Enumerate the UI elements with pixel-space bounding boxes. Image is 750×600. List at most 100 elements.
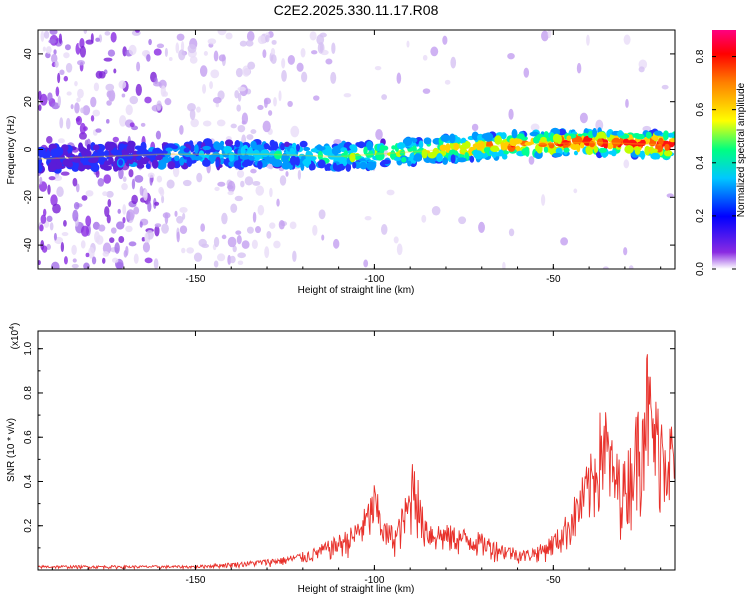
spectrogram-ridge-cell [38,149,47,158]
spectrogram-noise-cell [50,194,58,206]
spectrogram-ridge-cell [622,138,630,146]
spectrogram-noise-cell [72,177,78,187]
spectrogram-noise-cell [46,243,51,250]
spectrogram-noise-cell [257,204,265,216]
spectrogram-noise-cell [107,49,116,57]
spectrogram-noise-cell [139,221,143,228]
spectrogram-noise-cell [117,208,121,214]
spectrogram-ridge-cell [106,141,115,151]
spectrogram-noise-cell [281,69,287,82]
spectrogram-noise-cell [79,132,87,140]
spectrogram-noise-cell [292,250,297,262]
spectrogram-noise-cell [146,54,151,62]
spectrogram-ridge-cell [566,135,572,141]
spectrogram-noise-cell [265,34,270,43]
spectrogram-ridge-cell [38,157,43,165]
spectrogram-ridge-cell [365,140,374,151]
spectrogram-ridge-cell [450,154,456,164]
spectrogram-ridge-cell [498,149,504,157]
spectrogram-noise-cell [106,119,110,124]
spectrogram-noise-cell [319,42,324,54]
snr-line [38,354,675,570]
spectrogram-noise-cell [628,265,634,269]
spectrogram-noise-cell [63,220,67,227]
spectrogram-ridge-cell [183,152,193,157]
spectrogram-ridge-cell [490,145,499,153]
spectrogram-noise-cell [154,225,160,237]
spectrogram-ridge-cell [240,146,246,156]
spectrogram-ridge-cell [145,163,151,169]
spectrogram-noise-cell [106,100,112,106]
spectrogram-noise-cell [230,203,238,213]
spectrogram-noise-cell [164,98,172,106]
spectrogram-ridge-cell [413,156,423,162]
spectrogram-noise-cell [431,205,441,216]
spectrogram-ridge-cell [548,142,555,149]
spectrogram-ridge-cell [606,142,614,150]
spectrogram-noise-cell [52,203,61,214]
spectrogram-ridge-cell [393,156,402,161]
spectrogram-noise-cell [508,228,515,237]
spectrogram-ridge-cell [345,162,352,172]
spectrogram-ridge-cell [638,153,646,158]
spectrogram-ridge-cell [332,162,337,171]
spectrogram-ridge-cell [126,154,133,160]
spectrogram-noise-cell [103,174,112,184]
spectrogram-noise-cell [225,32,233,40]
spectrogram-noise-cell [176,33,185,41]
spectrogram-noise-cell [257,35,266,45]
spectrogram-noise-cell [142,242,151,253]
spectrogram-noise-cell [478,221,485,233]
spectrogram-ridge-cell [241,161,249,168]
spectrogram-ridge-cell [174,155,180,162]
spectrogram-ridge-cell [161,156,170,164]
snr-marks [38,354,675,570]
spectrogram-noise-cell [189,56,198,64]
spectrogram-ridge-cell [246,150,255,155]
spectrogram-noise-cell [241,112,249,125]
spectrogram-noise-cell [46,215,53,222]
spectrogram-ridge-cell [349,152,356,163]
spectrogram-ridge-cell [271,158,282,167]
spectrogram-ridge-cell [273,141,279,151]
spectrogram-ridge-cell [289,155,298,166]
spectrogram-ridge-cell [449,149,458,155]
spectrogram-noise-cell [135,83,142,96]
spectrogram-noise-cell [102,191,108,197]
spectrogram-noise-cell [95,128,102,133]
spectrogram-noise-cell [179,225,188,235]
spectrogram-noise-cell [102,251,110,257]
colorbar-label: Normalized spectral amplitude [736,82,747,217]
spectrogram-noise-cell [623,247,628,256]
spectrogram-noise-cell [406,40,410,48]
spectrogram-ridge-cell [303,146,311,152]
spectrogram-ridge-cell [483,132,494,142]
spectrogram-noise-cell [106,214,111,224]
spectrogram-noise-cell [76,115,82,126]
spectrogram-noise-cell [116,221,125,230]
spectrogram-noise-cell [49,222,54,231]
spectrogram-noise-cell [241,240,250,249]
spectrogram-noise-cell [139,185,144,196]
spectrogram-noise-cell [102,257,106,264]
spectrogram-ridge-segment [589,141,661,146]
spectrogram-noise-cell [125,104,133,116]
colorbar-tick-label: 0.4 [695,155,706,169]
spectrogram-ridge-cell [440,134,450,143]
spectrogram-noise-cell [159,188,165,197]
spectrogram-ridge-cell [667,132,675,138]
spectrogram-noise-cell [118,80,127,89]
spectrogram-ridge-cell [82,164,92,170]
spectrogram-noise-cell [123,249,128,258]
spectrogram-noise-cell [43,30,50,39]
spectrogram-noise-cell [128,241,137,247]
spectrogram-noise-cell [38,104,42,111]
spectrogram-noise-cell [91,256,97,265]
spectrogram-noise-cell [164,47,168,57]
spectrogram-xlabel: Height of straight line (km) [298,285,415,296]
spectrogram-ridge-cell [442,157,449,165]
spectrogram-ridge-cell [610,149,617,157]
spectrogram-noise-cell [81,195,88,201]
spectrogram-ridge-cell [536,145,543,154]
spectrogram-ridge-cell [412,145,417,154]
